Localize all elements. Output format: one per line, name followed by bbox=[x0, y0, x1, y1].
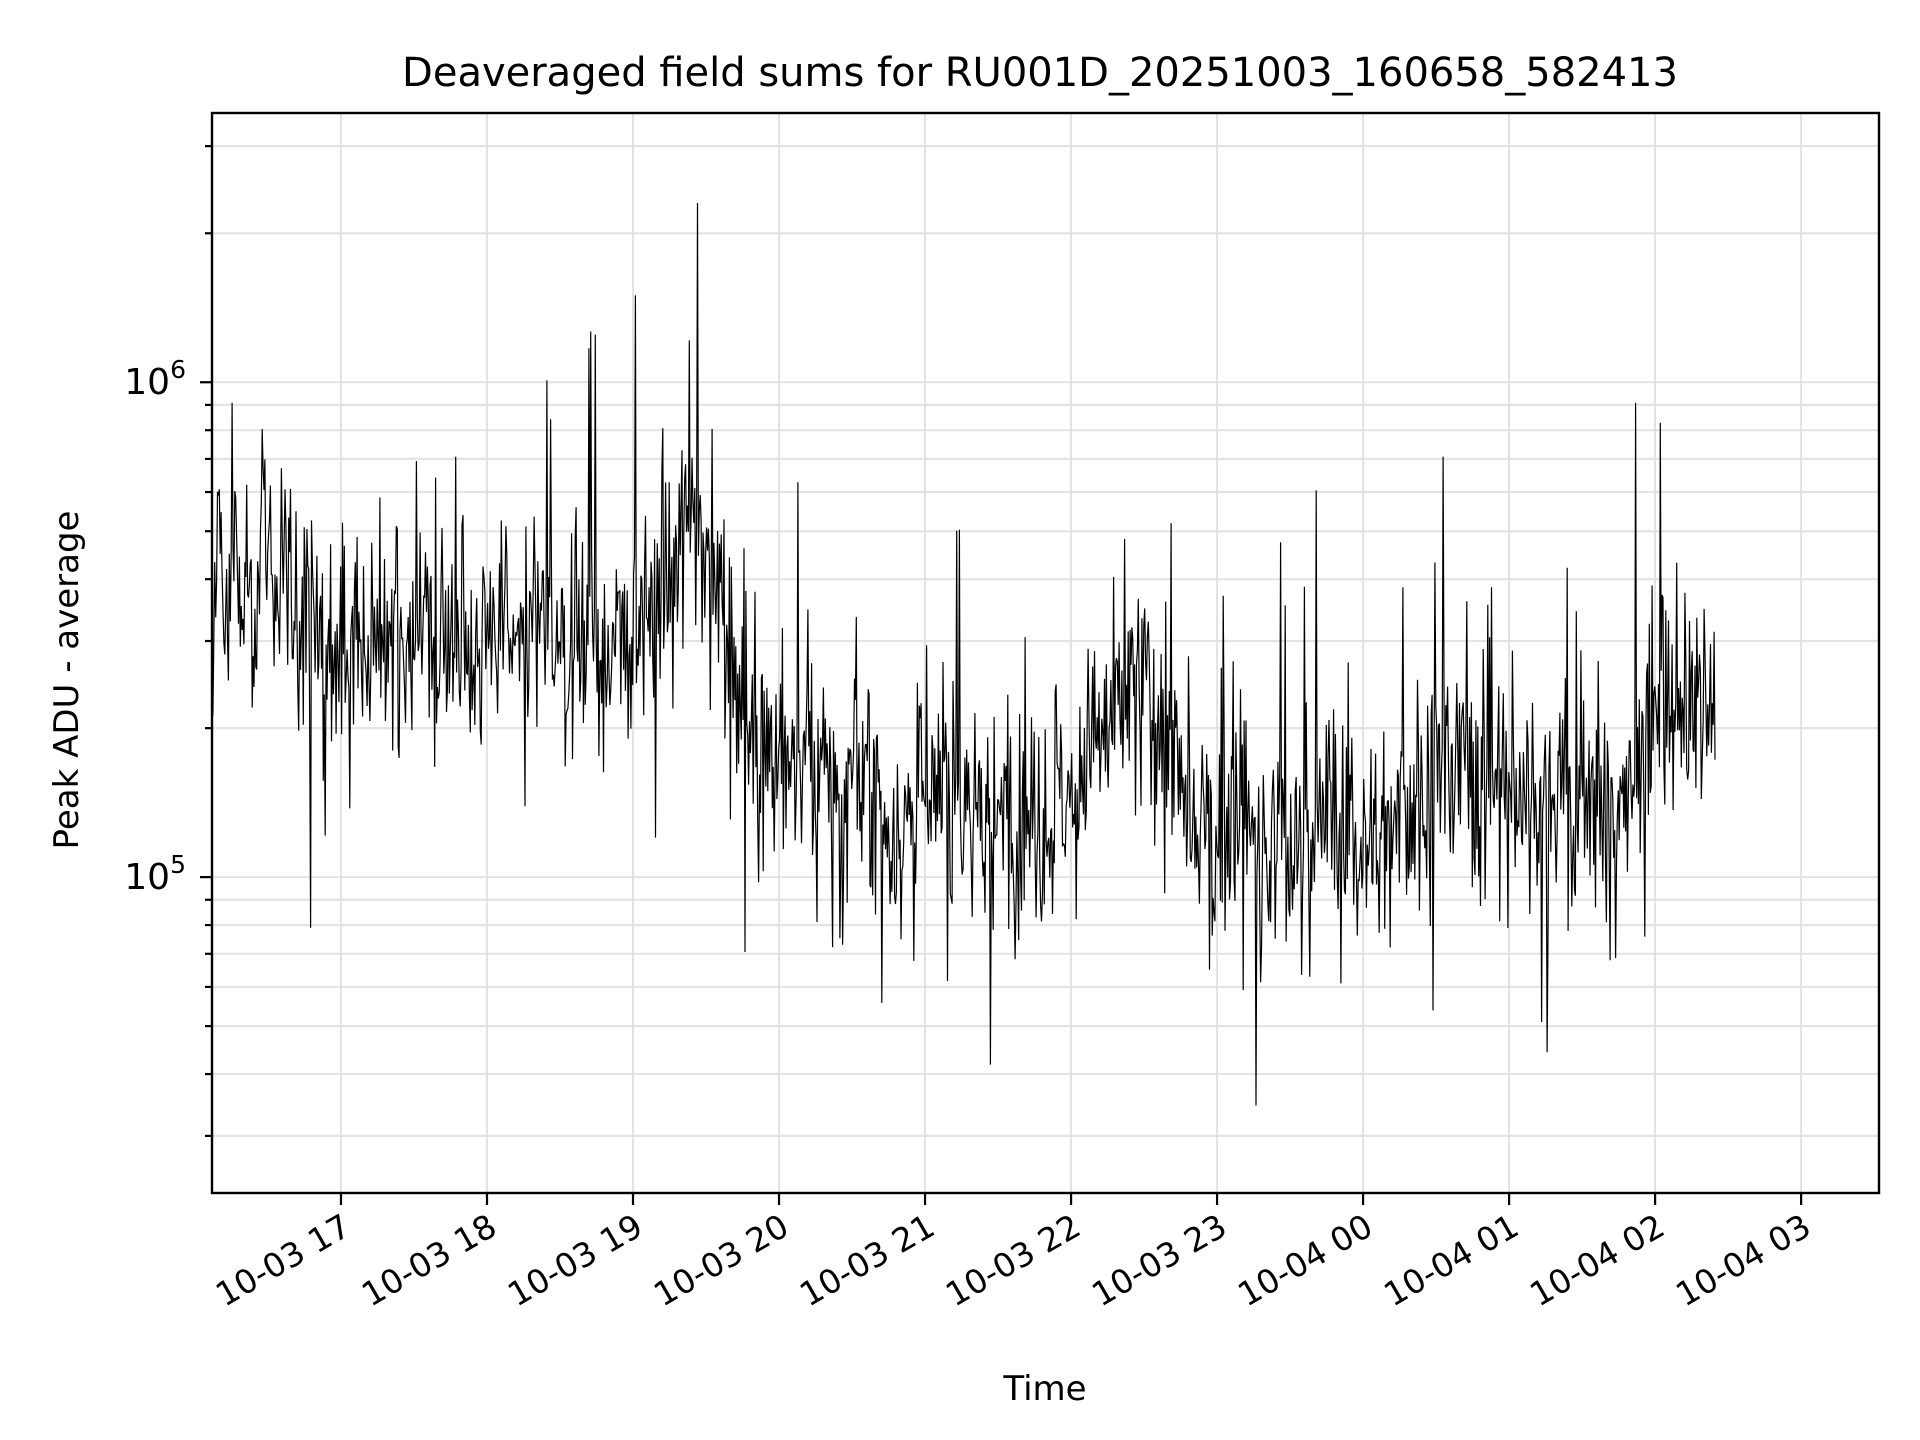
y-axis: 105 106 bbox=[124, 145, 212, 1137]
x-tick-label: 10-03 23 bbox=[1085, 1206, 1233, 1314]
x-tick-label: 10-03 18 bbox=[355, 1206, 503, 1314]
x-axis-label: Time bbox=[1002, 1369, 1086, 1409]
chart-title: Deaveraged field sums for RU001D_2025100… bbox=[402, 50, 1678, 96]
x-tick-label: 10-04 02 bbox=[1523, 1206, 1671, 1314]
x-tick-label: 10-03 22 bbox=[939, 1206, 1087, 1314]
x-tick-label: 10-04 01 bbox=[1377, 1206, 1525, 1314]
x-tick-label: 10-03 20 bbox=[647, 1206, 795, 1314]
grid bbox=[212, 113, 1879, 1193]
x-tick-label: 10-04 00 bbox=[1231, 1206, 1379, 1314]
x-tick-label: 10-03 21 bbox=[793, 1206, 941, 1314]
y-axis-label: Peak ADU - average bbox=[47, 511, 87, 850]
x-tick-label: 10-03 19 bbox=[501, 1206, 649, 1314]
x-tick-label: 10-03 17 bbox=[209, 1206, 357, 1314]
x-tick-label: 10-04 03 bbox=[1669, 1206, 1817, 1314]
plot-frame bbox=[210, 111, 1881, 1195]
y-tick-label: 105 bbox=[124, 850, 186, 898]
series-line bbox=[211, 202, 1716, 1106]
y-tick-label: 106 bbox=[124, 355, 186, 403]
